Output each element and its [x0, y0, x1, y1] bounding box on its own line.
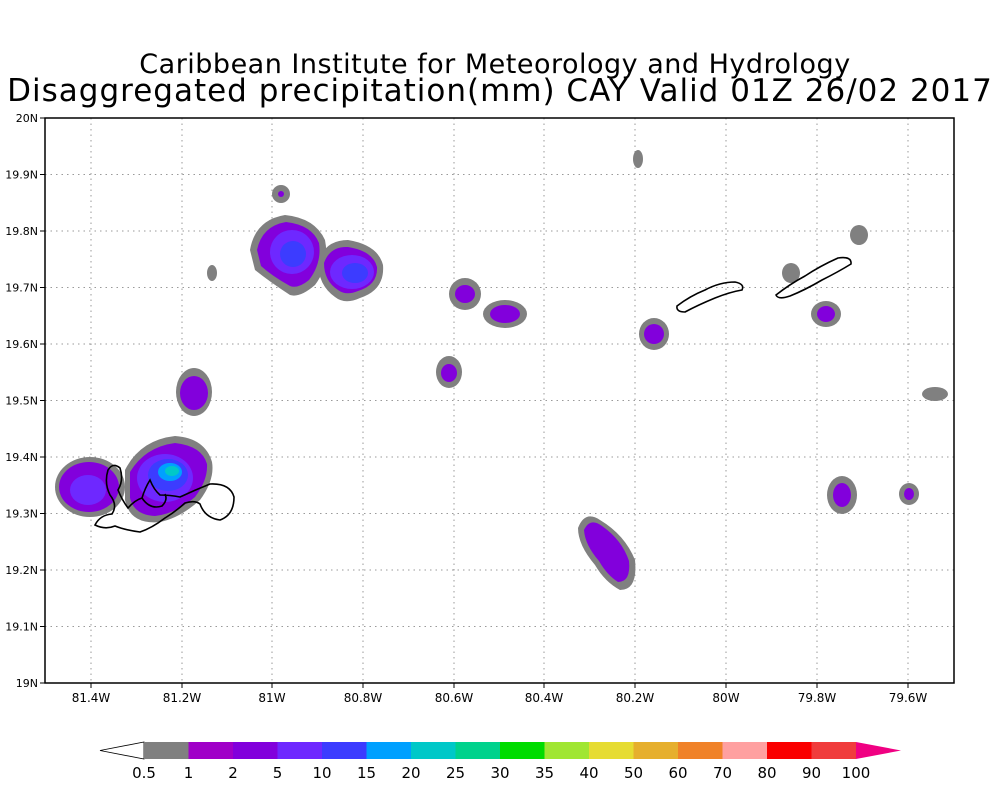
- legend-swatch: [722, 742, 767, 759]
- legend-swatch: [188, 742, 233, 759]
- legend-swatch: [233, 742, 278, 759]
- x-tick-label: 80.2W: [616, 691, 655, 705]
- y-tick-label: 19.9N: [5, 169, 38, 182]
- rain-area: [165, 466, 179, 476]
- legend-label: 30: [490, 764, 509, 782]
- rain-area: [904, 488, 914, 500]
- y-tick-label: 19.1N: [5, 621, 38, 634]
- color-legend: 0.5 1 2 5 10 15 20 25 30 35 40 50 60 70 80 90 100: [99, 741, 901, 782]
- x-tick-label: 80.4W: [525, 691, 564, 705]
- y-tick-label: 20N: [16, 112, 38, 125]
- grid: [45, 118, 954, 683]
- grand-cayman-coastline: [93, 464, 235, 533]
- rain-area: [280, 241, 306, 267]
- grand-cayman-sound: [141, 493, 167, 508]
- legend-label: 50: [624, 764, 643, 782]
- legend-label: 5: [273, 764, 283, 782]
- x-tick-label: 79.8W: [798, 691, 837, 705]
- legend-swatch: [144, 742, 189, 759]
- legend-swatch: [589, 742, 634, 759]
- legend-label: 2: [228, 764, 238, 782]
- cayman-brac-coastline: [775, 256, 852, 299]
- little-cayman-coastline: [676, 281, 744, 313]
- legend-swatch: [411, 742, 456, 759]
- precipitation-layer: [55, 150, 948, 590]
- legend-swatch: [544, 742, 589, 759]
- legend-swatch: [767, 742, 812, 759]
- legend-label: 80: [757, 764, 776, 782]
- rain-area: [833, 483, 851, 507]
- y-axis-ticks: 20N 19.9N 19.8N 19.7N 19.6N 19.5N 19.4N 19.3N 19…: [5, 112, 45, 690]
- rain-area: [70, 475, 106, 505]
- legend-label: 10: [312, 764, 331, 782]
- legend-label: 20: [401, 764, 420, 782]
- y-tick-label: 19.7N: [5, 282, 38, 295]
- legend-label: 100: [842, 764, 871, 782]
- x-axis-ticks: 81.4W 81.2W 81W 80.8W 80.6W 80.4W 80.2W 80W 79.8…: [72, 683, 928, 705]
- legend-label: 70: [713, 764, 732, 782]
- legend-swatch: [366, 742, 411, 759]
- rain-area: [584, 522, 630, 582]
- y-tick-label: 19.8N: [5, 225, 38, 238]
- x-tick-label: 80.6W: [435, 691, 474, 705]
- legend-label: 25: [446, 764, 465, 782]
- rain-area: [180, 376, 208, 410]
- rain-area: [278, 191, 284, 197]
- rain-area: [782, 263, 800, 283]
- legend-label: 35: [535, 764, 554, 782]
- y-tick-label: 19.2N: [5, 564, 38, 577]
- legend-label: 60: [668, 764, 687, 782]
- y-tick-label: 19N: [16, 677, 38, 690]
- chart-subtitle: Disaggregated precipitation(mm) CAY Vali…: [7, 73, 993, 109]
- rain-area: [441, 364, 457, 382]
- chart-title: Caribbean Institute for Meteorology and …: [139, 49, 851, 80]
- legend-label: 1: [184, 764, 194, 782]
- legend-swatch-low: [99, 741, 145, 760]
- x-tick-label: 81.4W: [72, 691, 111, 705]
- rain-area: [850, 225, 868, 245]
- x-tick-label: 79.6W: [889, 691, 928, 705]
- coastline-layer: [93, 256, 852, 533]
- rain-area: [633, 150, 643, 168]
- x-tick-label: 81.2W: [163, 691, 202, 705]
- legend-label: 15: [357, 764, 376, 782]
- legend-swatch: [678, 742, 723, 759]
- legend-label: 0.5: [132, 764, 156, 782]
- legend-swatch: [277, 742, 322, 759]
- y-tick-label: 19.5N: [5, 395, 38, 408]
- legend-swatch: [633, 742, 678, 759]
- y-tick-label: 19.4N: [5, 451, 38, 464]
- legend-swatch: [322, 742, 367, 759]
- rain-area: [644, 324, 664, 344]
- y-tick-label: 19.3N: [5, 508, 38, 521]
- rain-area: [342, 263, 368, 283]
- rain-area: [455, 285, 475, 303]
- rain-area: [817, 306, 835, 322]
- legend-swatch-high: [856, 742, 901, 759]
- rain-area: [922, 387, 948, 401]
- x-tick-label: 80W: [712, 691, 739, 705]
- legend-label: 90: [802, 764, 821, 782]
- x-tick-label: 81W: [258, 691, 285, 705]
- y-tick-label: 19.6N: [5, 338, 38, 351]
- legend-swatch: [500, 742, 545, 759]
- legend-swatch: [811, 742, 856, 759]
- rain-area: [207, 265, 217, 281]
- rain-area: [490, 305, 520, 323]
- legend-swatch: [455, 742, 500, 759]
- legend-label: 40: [579, 764, 598, 782]
- x-tick-label: 80.8W: [344, 691, 383, 705]
